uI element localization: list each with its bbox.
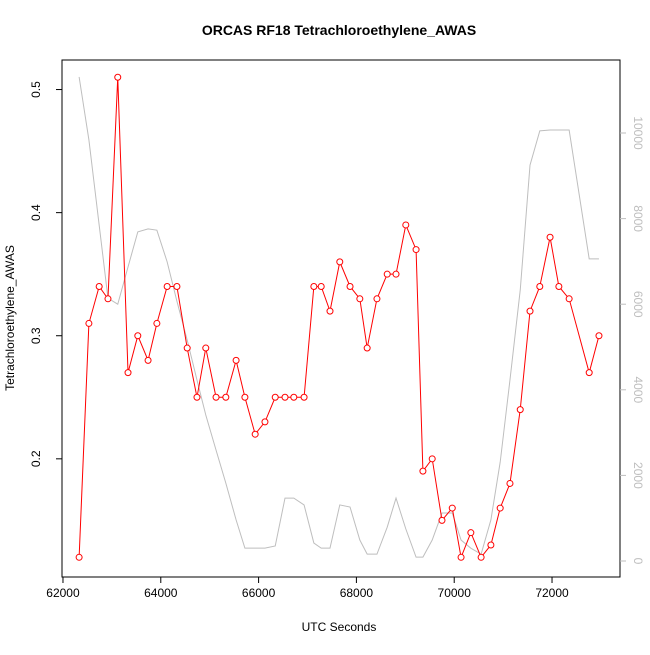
data-point [506, 479, 514, 487]
data-point [183, 344, 191, 352]
data-point [438, 516, 446, 524]
data-point [448, 504, 456, 512]
data-point [124, 369, 132, 377]
data-point [516, 406, 524, 414]
y2-tick-label: 6000 [631, 291, 645, 318]
data-point [546, 233, 554, 241]
data-point [193, 393, 201, 401]
data-point [251, 430, 259, 438]
data-point [555, 282, 563, 290]
data-point [457, 553, 465, 561]
x-tick-label: 68000 [340, 586, 374, 600]
data-point [232, 356, 240, 364]
y-axis-label: Tetrachloroethylene_AWAS [3, 245, 17, 391]
data-point [363, 344, 371, 352]
x-tick-label: 62000 [46, 586, 80, 600]
data-point [336, 258, 344, 266]
y-tick-label: 0.2 [29, 450, 43, 467]
data-point [496, 504, 504, 512]
data-point [536, 282, 544, 290]
data-point [383, 270, 391, 278]
data-point [356, 295, 364, 303]
chart-title: ORCAS RF18 Tetrachloroethylene_AWAS [202, 22, 476, 38]
data-point [317, 282, 325, 290]
data-point [261, 418, 269, 426]
data-point [565, 295, 573, 303]
x-tick-label: 66000 [242, 586, 276, 600]
y2-tick-label: 8000 [631, 205, 645, 232]
y2-tick-label: 0 [631, 558, 645, 565]
data-point [75, 553, 83, 561]
data-point [222, 393, 230, 401]
data-point [212, 393, 220, 401]
data-point [104, 295, 112, 303]
y-tick-label: 0.5 [29, 81, 43, 98]
x-axis-label: UTC Seconds [302, 620, 377, 634]
data-point [173, 282, 181, 290]
data-point [144, 356, 152, 364]
x-tick-label: 70000 [438, 586, 472, 600]
data-point [290, 393, 298, 401]
x-tick-label: 64000 [144, 586, 178, 600]
data-point [310, 282, 318, 290]
data-point [346, 282, 354, 290]
data-point [95, 282, 103, 290]
y-tick-label: 0.4 [29, 204, 43, 221]
y2-tick-label: 10000 [631, 116, 645, 150]
data-point [595, 332, 603, 340]
data-point [467, 529, 475, 537]
data-point [281, 393, 289, 401]
data-point [85, 319, 93, 327]
data-point [373, 295, 381, 303]
data-point [153, 319, 161, 327]
data-point [114, 73, 122, 81]
data-point [241, 393, 249, 401]
data-point [487, 541, 495, 549]
data-point [526, 307, 534, 315]
series-line [78, 77, 600, 560]
data-point [412, 246, 420, 254]
data-point [428, 455, 436, 463]
data-point [585, 369, 593, 377]
data-point [163, 282, 171, 290]
data-point [419, 467, 427, 475]
y2-tick-label: 4000 [631, 376, 645, 403]
data-point [271, 393, 279, 401]
x-tick-label: 72000 [535, 586, 569, 600]
plot-box [61, 59, 621, 578]
data-point [402, 221, 410, 229]
y2-tick-label: 2000 [631, 462, 645, 489]
data-point [477, 553, 485, 561]
data-point [202, 344, 210, 352]
series-line [78, 76, 599, 558]
data-point [134, 332, 142, 340]
y-tick-label: 0.3 [29, 327, 43, 344]
data-point [392, 270, 400, 278]
data-point [326, 307, 334, 315]
data-point [300, 393, 308, 401]
